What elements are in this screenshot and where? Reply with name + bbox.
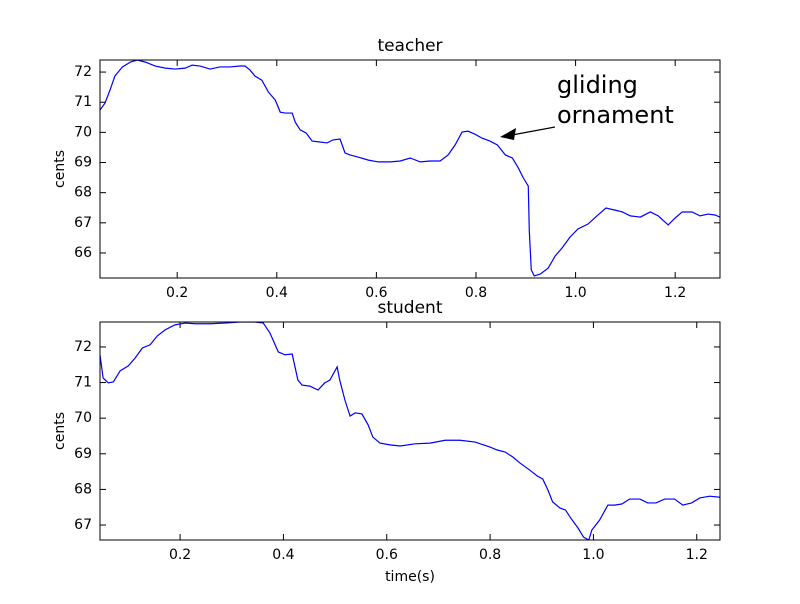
annotation-arrow [511, 126, 556, 136]
chart-title: student [378, 298, 443, 318]
y-tick-label: 68 [74, 481, 92, 497]
x-tick-label: 0.4 [272, 547, 294, 563]
axes-frame [99, 321, 721, 541]
y-tick-label: 72 [74, 339, 92, 355]
y-tick-label: 70 [74, 124, 92, 140]
x-tick-label: 0.8 [465, 285, 487, 301]
y-tick-label: 66 [74, 245, 92, 261]
axes-frame [99, 59, 721, 279]
y-tick-label: 67 [74, 517, 92, 533]
x-tick-label: 1.2 [686, 547, 708, 563]
annotation: gliding ornament [557, 71, 674, 129]
x-axis-label: time(s) [385, 569, 435, 585]
x-tick-label: 0.6 [365, 285, 387, 301]
chart-title: teacher [377, 36, 442, 56]
y-tick-label: 70 [74, 410, 92, 426]
x-tick-label: 0.6 [376, 547, 398, 563]
y-tick-label: 71 [74, 375, 92, 391]
x-tick-label: 1.2 [664, 285, 686, 301]
y-tick-label: 69 [74, 155, 92, 171]
y-tick-label: 67 [74, 215, 92, 231]
y-tick-label: 72 [74, 64, 92, 80]
y-axis-label: cents [52, 150, 68, 188]
x-tick-label: 1.0 [582, 547, 604, 563]
data-line [100, 60, 720, 277]
y-tick-label: 68 [74, 185, 92, 201]
data-line [100, 322, 720, 540]
x-tick-label: 1.0 [564, 285, 586, 301]
x-tick-label: 0.2 [166, 285, 188, 301]
x-tick-label: 0.2 [169, 547, 191, 563]
y-tick-label: 69 [74, 446, 92, 462]
annotation-arrowhead [500, 128, 516, 140]
y-tick-label: 71 [74, 94, 92, 110]
x-tick-label: 0.8 [479, 547, 501, 563]
x-tick-label: 0.4 [266, 285, 288, 301]
y-axis-label: cents [52, 412, 68, 450]
